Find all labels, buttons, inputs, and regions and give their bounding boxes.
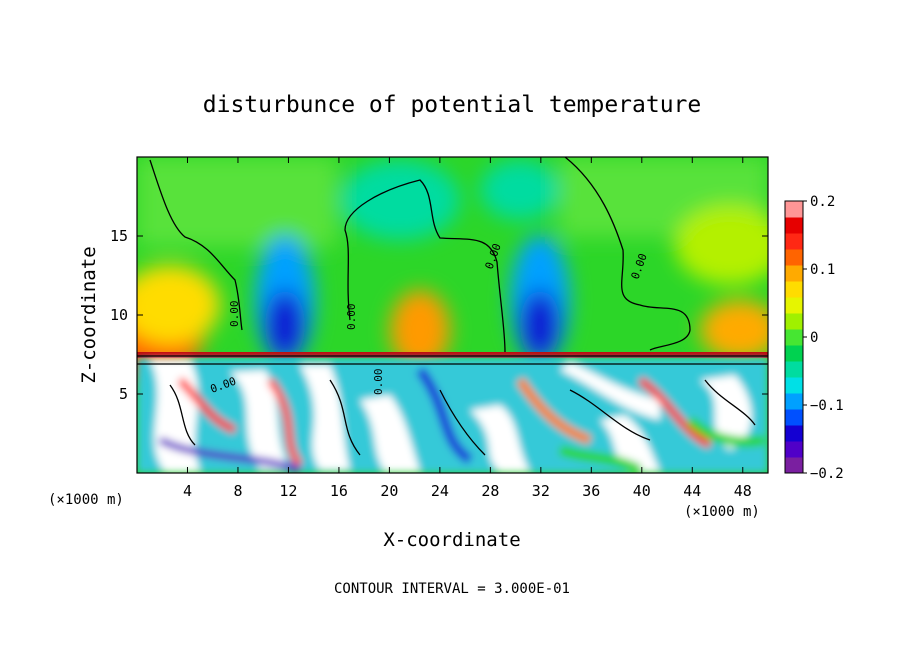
colorbar-swatch bbox=[785, 409, 803, 426]
colorbar-swatch bbox=[785, 441, 803, 458]
colorbar-swatch bbox=[785, 217, 803, 234]
y-axis: 5 10 15 bbox=[110, 227, 768, 403]
x-tick-label: 32 bbox=[532, 482, 550, 500]
colorbar-swatch bbox=[785, 457, 803, 474]
colorbar-tick-label: 0 bbox=[810, 330, 818, 346]
colorbar-swatch bbox=[785, 361, 803, 378]
x-tick-label: 20 bbox=[380, 482, 398, 500]
contour-interval-note: CONTOUR INTERVAL = 3.000E-01 bbox=[334, 581, 570, 597]
colorbar-tick-label: −0.1 bbox=[810, 398, 844, 414]
chart-title: disturbunce of potential temperature bbox=[203, 92, 702, 118]
colorbar-swatch bbox=[785, 425, 803, 442]
colorbar-swatch bbox=[785, 313, 803, 330]
y-axis-title: Z-coordinate bbox=[78, 246, 100, 383]
colorbar-swatch bbox=[785, 201, 803, 218]
contour-label: 0.00 bbox=[372, 369, 385, 396]
heatmap-field: 0.00 0.00 0.00 0.00 0.00 0.00 bbox=[137, 157, 768, 473]
x-tick-label: 16 bbox=[330, 482, 348, 500]
colorbar-swatch bbox=[785, 281, 803, 298]
colorbar-tick-label: 0.2 bbox=[810, 194, 835, 210]
x-axis: 4 8 12 16 20 24 28 32 36 40 44 48 bbox=[183, 157, 752, 500]
colorbar-swatch bbox=[785, 297, 803, 314]
x-tick-label: 48 bbox=[734, 482, 752, 500]
x-tick-label: 12 bbox=[279, 482, 297, 500]
x-unit-label: (×1000 m) bbox=[48, 492, 124, 508]
x-tick-label: 28 bbox=[481, 482, 499, 500]
colorbar-tick-label: −0.2 bbox=[810, 466, 844, 482]
x-axis-title: X-coordinate bbox=[383, 529, 520, 551]
contour-label: 0.00 bbox=[345, 304, 358, 331]
colorbar-swatch bbox=[785, 345, 803, 362]
y-tick-label: 15 bbox=[110, 227, 128, 245]
colorbar-swatch bbox=[785, 265, 803, 282]
colorbar-ticks: 0.2 0.1 0 −0.1 −0.2 bbox=[803, 194, 844, 482]
x-unit-label-right: (×1000 m) bbox=[684, 504, 760, 520]
x-tick-label: 36 bbox=[582, 482, 600, 500]
x-tick-label: 8 bbox=[233, 482, 242, 500]
colorbar-swatch bbox=[785, 393, 803, 410]
colorbar-swatch bbox=[785, 249, 803, 266]
y-tick-label: 5 bbox=[119, 385, 128, 403]
x-tick-label: 40 bbox=[633, 482, 651, 500]
colorbar-tick-label: 0.1 bbox=[810, 262, 835, 278]
y-tick-label: 10 bbox=[110, 306, 128, 324]
x-tick-label: 44 bbox=[683, 482, 701, 500]
x-tick-label: 24 bbox=[431, 482, 449, 500]
colorbar-swatch bbox=[785, 233, 803, 250]
x-tick-label: 4 bbox=[183, 482, 192, 500]
colorbar-swatch bbox=[785, 377, 803, 394]
contour-lines bbox=[137, 157, 768, 456]
colorbar bbox=[785, 201, 803, 474]
colorbar-swatch bbox=[785, 329, 803, 346]
contour-label: 0.00 bbox=[228, 301, 241, 328]
